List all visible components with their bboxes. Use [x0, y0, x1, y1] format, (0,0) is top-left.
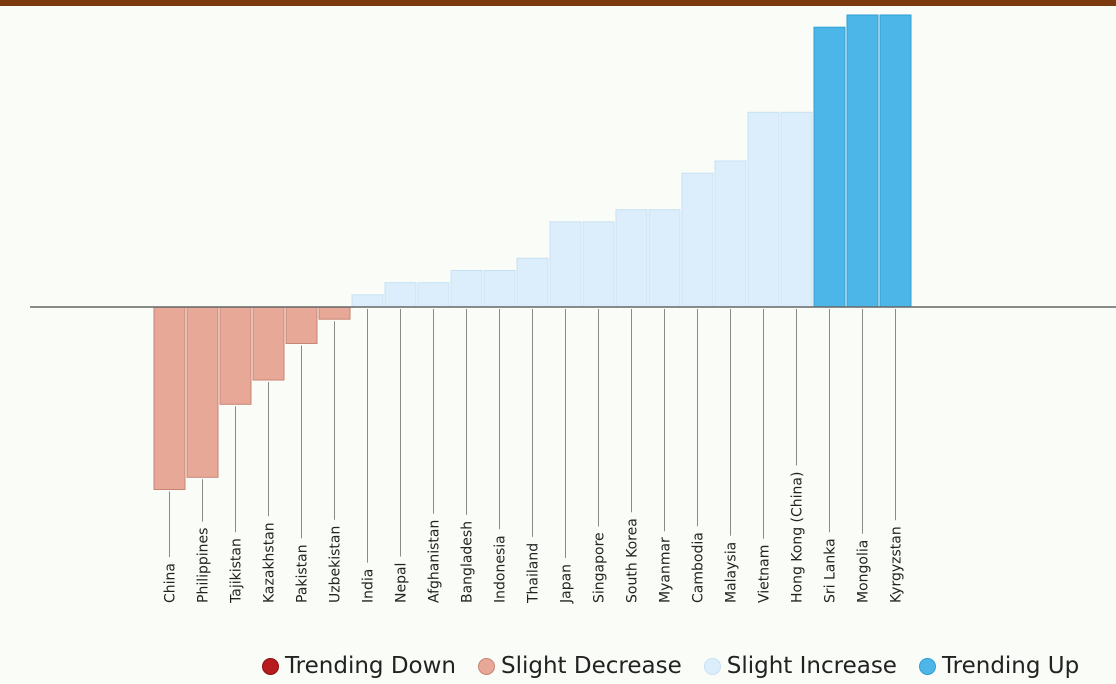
- bar-myanmar[interactable]: [648, 209, 681, 308]
- legend-label: Trending Up: [941, 653, 1080, 679]
- category-label: Nepal: [394, 563, 410, 603]
- bar-kyrgyzstan[interactable]: [879, 14, 912, 308]
- legend-label: Slight Increase: [726, 653, 897, 679]
- category-label: Vietnam: [757, 545, 773, 603]
- legend-marker: [262, 657, 279, 675]
- legend-item-slight-increase[interactable]: Slight Increase: [703, 653, 897, 679]
- category-label: Mongolia: [856, 540, 872, 603]
- category-label: India: [361, 569, 377, 603]
- bar-malaysia[interactable]: [714, 160, 747, 308]
- bar-afghanistan[interactable]: [417, 282, 450, 308]
- legend-label: Trending Down: [285, 653, 456, 679]
- bar-philippines[interactable]: [186, 306, 219, 478]
- category-label: Sri Lanka: [823, 538, 839, 603]
- category-label: Kazakhstan: [262, 522, 278, 603]
- category-label: Thailand: [526, 543, 542, 604]
- bars-group: [153, 14, 912, 490]
- category-label: Singapore: [592, 532, 608, 603]
- bar-uzbekistan[interactable]: [318, 306, 351, 320]
- bar-pakistan[interactable]: [285, 306, 318, 344]
- category-label: Philippines: [196, 528, 212, 603]
- bar-thailand[interactable]: [516, 257, 549, 308]
- category-label: Afghanistan: [427, 520, 443, 603]
- bar-cambodia[interactable]: [681, 172, 714, 308]
- bar-chart: China Philippines Tajikistan Kazakhstan Paki…: [30, 14, 1116, 604]
- legend-item-slight-decrease[interactable]: Slight Decrease: [478, 653, 682, 679]
- category-label: Malaysia: [724, 542, 740, 603]
- category-label: Cambodia: [691, 532, 707, 603]
- category-label: South Korea: [625, 518, 641, 603]
- category-label: Kyrgyzstan: [889, 526, 905, 603]
- bar-japan[interactable]: [549, 221, 582, 308]
- bar-kazakhstan[interactable]: [252, 306, 285, 381]
- bar-south-korea[interactable]: [615, 209, 648, 308]
- category-label: Myanmar: [658, 537, 674, 603]
- bar-singapore[interactable]: [582, 221, 615, 308]
- top-border: [0, 0, 1116, 6]
- bar-vietnam[interactable]: [747, 111, 780, 308]
- category-label: Pakistan: [295, 544, 311, 603]
- bar-sri-lanka[interactable]: [813, 26, 846, 308]
- bar-tajikistan[interactable]: [219, 306, 252, 405]
- legend-item-trending-down[interactable]: Trending Down: [262, 653, 456, 679]
- category-label: China: [163, 563, 179, 603]
- category-label: Japan: [559, 564, 575, 604]
- legend-marker: [703, 657, 721, 675]
- category-label: Hong Kong (China): [790, 472, 806, 603]
- legend-marker: [918, 657, 936, 675]
- category-label: Indonesia: [493, 535, 509, 603]
- leader-lines-group: [169, 309, 896, 563]
- category-labels-group: China Philippines Tajikistan Kazakhstan Paki…: [163, 472, 905, 604]
- category-label: Uzbekistan: [328, 526, 344, 603]
- bar-bangladesh[interactable]: [450, 270, 483, 308]
- category-label: Bangladesh: [460, 521, 476, 603]
- bar-india[interactable]: [351, 294, 384, 308]
- bar-mongolia[interactable]: [846, 14, 879, 308]
- legend-label: Slight Decrease: [501, 653, 682, 679]
- chart-legend: Trending Down Slight Decrease Slight Incre…: [262, 651, 1079, 681]
- legend-marker: [478, 657, 495, 675]
- bar-china[interactable]: [153, 306, 186, 490]
- bar-hong-kong-china[interactable]: [780, 111, 813, 308]
- category-label: Tajikistan: [229, 538, 245, 604]
- bar-indonesia[interactable]: [483, 270, 516, 308]
- legend-item-trending-up[interactable]: Trending Up: [918, 653, 1080, 679]
- bar-nepal[interactable]: [384, 282, 417, 308]
